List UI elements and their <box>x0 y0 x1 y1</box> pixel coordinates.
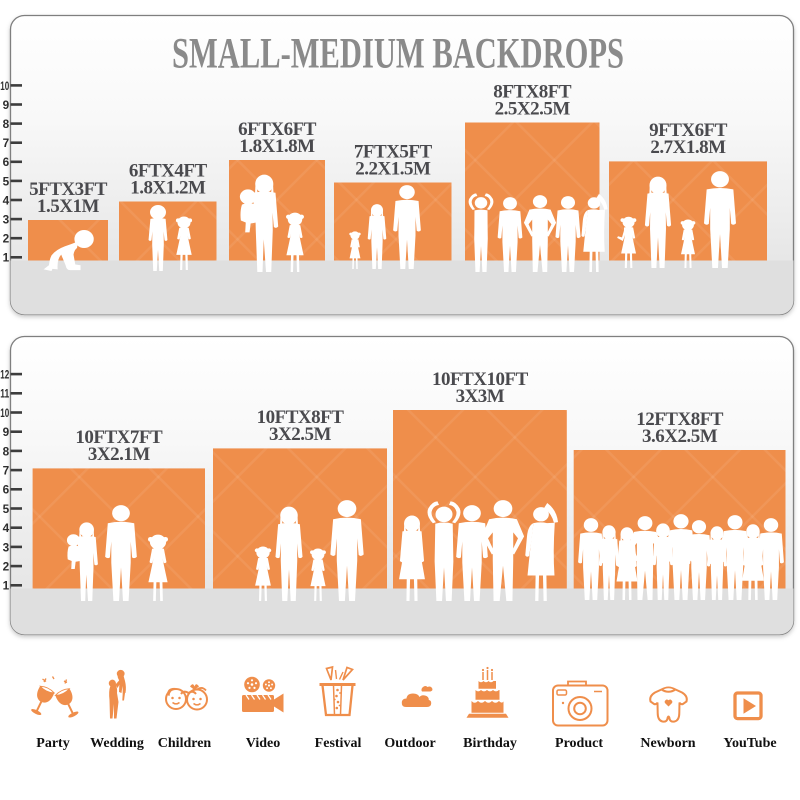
svg-text:Festival: Festival <box>315 736 362 751</box>
svg-text:Video: Video <box>246 736 280 751</box>
svg-text:Outdoor: Outdoor <box>384 736 435 751</box>
svg-text:9: 9 <box>3 98 10 112</box>
svg-text:9: 9 <box>3 425 10 439</box>
svg-text:3.6X2.5M: 3.6X2.5M <box>642 426 718 447</box>
svg-text:12: 12 <box>0 368 9 382</box>
svg-text:Wedding: Wedding <box>90 736 144 751</box>
svg-text:3: 3 <box>3 213 10 227</box>
svg-text:2.7X1.8M: 2.7X1.8M <box>650 137 726 158</box>
svg-text:6FTX4FT: 6FTX4FT <box>129 160 208 181</box>
svg-text:3X2.1M: 3X2.1M <box>88 444 150 465</box>
svg-text:10: 10 <box>0 79 9 93</box>
svg-text:4: 4 <box>3 193 10 207</box>
svg-text:5: 5 <box>3 502 10 516</box>
svg-text:Children: Children <box>158 736 212 751</box>
svg-text:2: 2 <box>3 232 10 246</box>
svg-text:1.5X1M: 1.5X1M <box>37 196 99 217</box>
svg-text:8FTX8FT: 8FTX8FT <box>493 81 572 102</box>
svg-text:SMALL-MEDIUM BACKDROPS: SMALL-MEDIUM BACKDROPS <box>172 30 624 78</box>
svg-text:1: 1 <box>3 251 10 265</box>
svg-text:3X3M: 3X3M <box>456 386 505 407</box>
svg-text:7FTX5FT: 7FTX5FT <box>354 141 433 162</box>
svg-text:12FTX8FT: 12FTX8FT <box>636 409 724 430</box>
svg-text:9FTX6FT: 9FTX6FT <box>649 120 728 141</box>
svg-text:8: 8 <box>3 444 10 458</box>
svg-text:5: 5 <box>3 174 10 188</box>
svg-text:2: 2 <box>3 560 10 574</box>
svg-text:Birthday: Birthday <box>463 736 517 751</box>
svg-text:2.2X1.5M: 2.2X1.5M <box>355 158 431 179</box>
svg-text:10FTX8FT: 10FTX8FT <box>257 407 345 428</box>
svg-text:1: 1 <box>3 579 10 593</box>
svg-text:5FTX3FT: 5FTX3FT <box>29 179 108 200</box>
svg-text:1.8X1.8M: 1.8X1.8M <box>239 136 315 157</box>
svg-text:11: 11 <box>0 387 9 401</box>
svg-text:6: 6 <box>3 483 10 497</box>
svg-text:Newborn: Newborn <box>640 736 695 751</box>
svg-text:7: 7 <box>3 464 10 478</box>
svg-text:8: 8 <box>3 117 10 131</box>
svg-text:Party: Party <box>36 736 69 751</box>
svg-text:YouTube: YouTube <box>723 736 776 751</box>
svg-text:3X2.5M: 3X2.5M <box>269 424 331 445</box>
svg-text:3: 3 <box>3 540 10 554</box>
svg-text:1.8X1.2M: 1.8X1.2M <box>130 177 206 198</box>
svg-text:6: 6 <box>3 155 10 169</box>
svg-text:7: 7 <box>3 136 10 150</box>
svg-text:10: 10 <box>0 406 9 420</box>
svg-text:6FTX6FT: 6FTX6FT <box>238 119 317 140</box>
svg-text:4: 4 <box>3 521 10 535</box>
svg-text:Product: Product <box>555 736 603 751</box>
svg-text:2.5X2.5M: 2.5X2.5M <box>495 98 571 119</box>
svg-text:10FTX7FT: 10FTX7FT <box>75 427 163 448</box>
svg-text:10FTX10FT: 10FTX10FT <box>432 369 529 390</box>
